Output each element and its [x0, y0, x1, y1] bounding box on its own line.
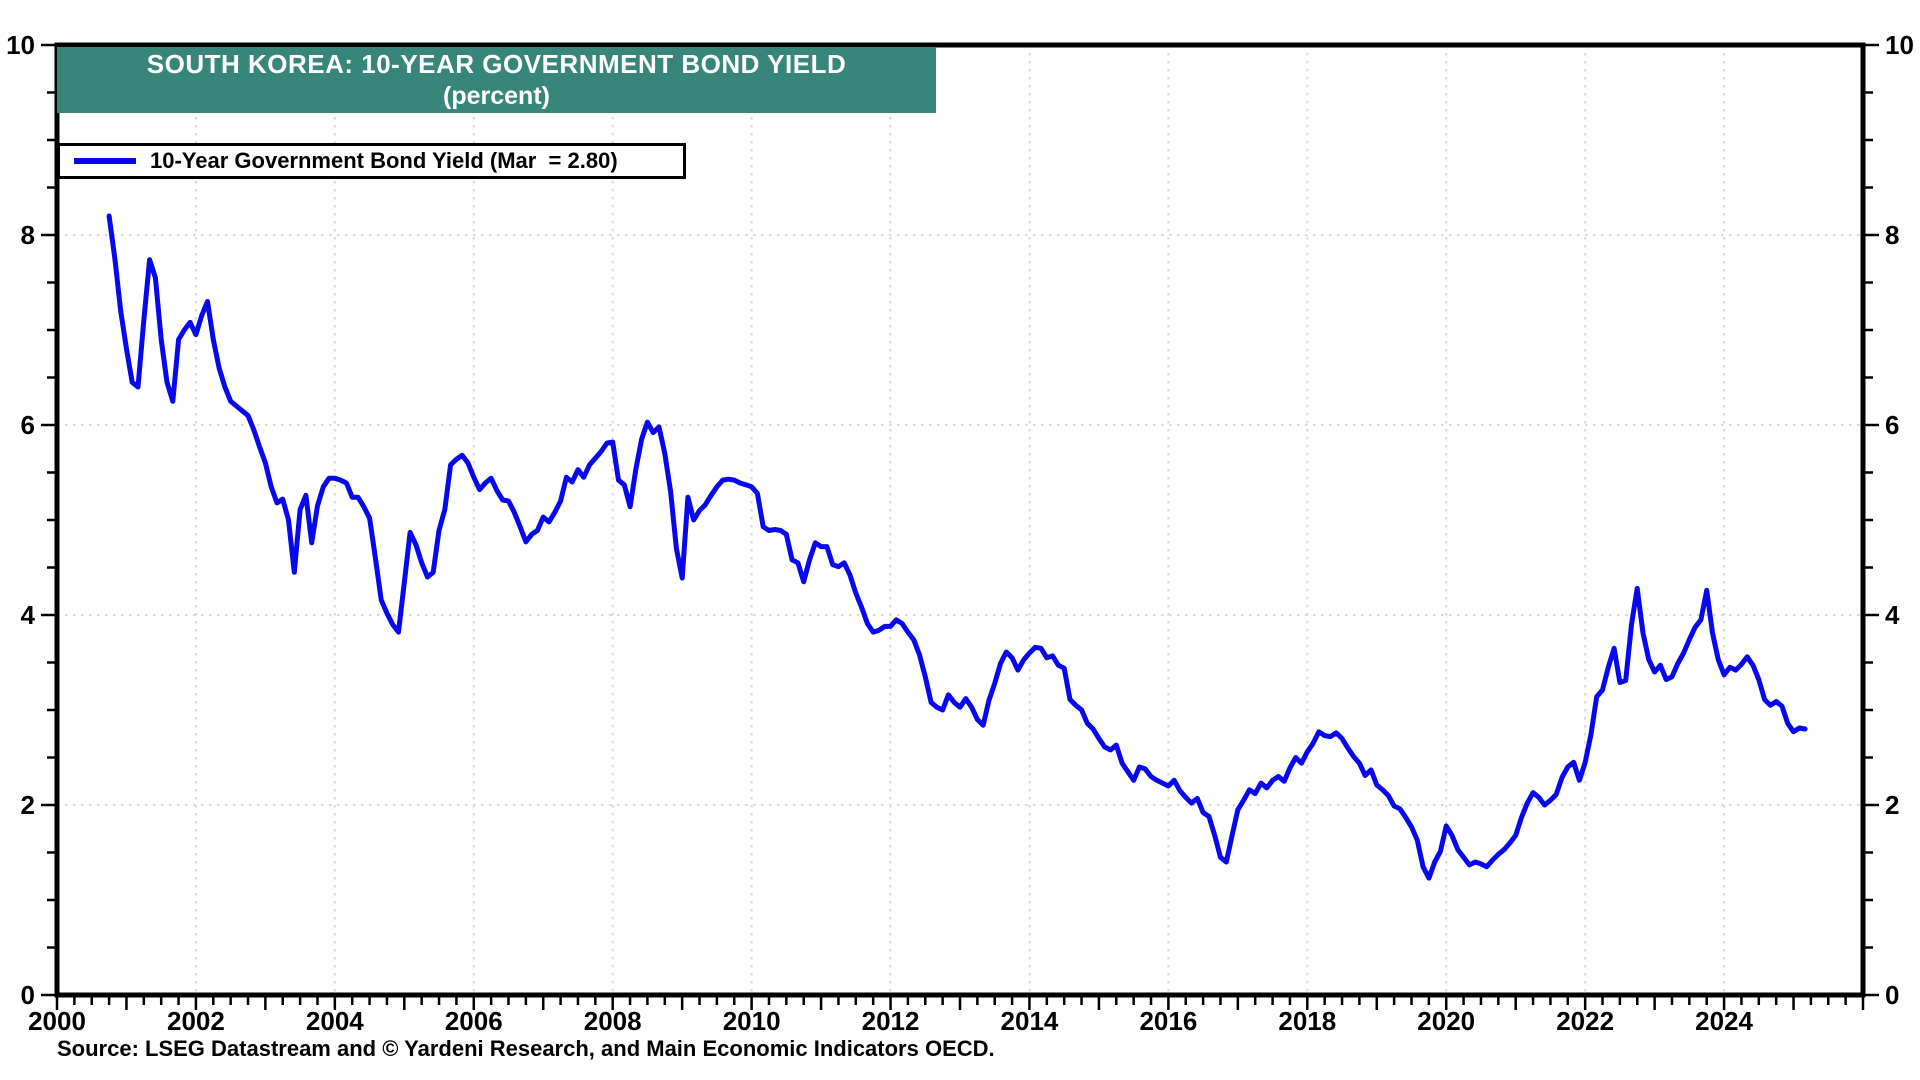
x-axis-tick-label: 2000	[28, 1006, 86, 1036]
legend: 10-Year Government Bond Yield (Mar = 2.8…	[57, 143, 686, 179]
x-axis-tick-label: 2012	[862, 1006, 920, 1036]
legend-series-label: 10-Year Government Bond Yield (Mar = 2.8…	[150, 148, 618, 173]
x-axis-tick-label: 2004	[306, 1006, 364, 1036]
y-axis-left-tick-label: 8	[21, 220, 35, 250]
legend-line-marker	[74, 158, 136, 164]
x-axis-tick-label: 2022	[1556, 1006, 1614, 1036]
y-axis-left-tick-label: 4	[21, 600, 36, 630]
y-axis-right-tick-label: 8	[1885, 220, 1899, 250]
y-axis-left-tick-label: 6	[21, 410, 35, 440]
x-axis-tick-label: 2016	[1139, 1006, 1197, 1036]
chart-title: SOUTH KOREA: 10-YEAR GOVERNMENT BOND YIE…	[146, 49, 847, 80]
x-axis-tick-label: 2018	[1278, 1006, 1336, 1036]
y-axis-right-tick-label: 0	[1885, 980, 1899, 1010]
plot-border	[54, 42, 1866, 998]
x-axis-tick-label: 2006	[445, 1006, 503, 1036]
x-axis-tick-label: 2020	[1417, 1006, 1475, 1036]
y-axis-left-tick-label: 2	[21, 790, 35, 820]
x-axis-tick-label: 2014	[1001, 1006, 1059, 1036]
title-banner: SOUTH KOREA: 10-YEAR GOVERNMENT BOND YIE…	[57, 47, 936, 113]
y-axis-left-tick-label: 0	[21, 980, 35, 1010]
y-axis-right-tick-label: 10	[1885, 30, 1914, 60]
y-axis-left-tick-label: 10	[6, 30, 35, 60]
x-axis-tick-label: 2010	[723, 1006, 781, 1036]
y-axis-right-tick-label: 2	[1885, 790, 1899, 820]
x-axis-tick-label: 2024	[1695, 1006, 1753, 1036]
y-axis-right-tick-label: 4	[1885, 600, 1900, 630]
x-axis-tick-label: 2008	[584, 1006, 642, 1036]
chart-subtitle: (percent)	[443, 81, 550, 110]
x-axis-tick-label: 2002	[167, 1006, 225, 1036]
source-attribution: Source: LSEG Datastream and © Yardeni Re…	[57, 1036, 995, 1061]
bond-yield-line	[106, 213, 1808, 881]
y-axis-right-tick-label: 6	[1885, 410, 1899, 440]
